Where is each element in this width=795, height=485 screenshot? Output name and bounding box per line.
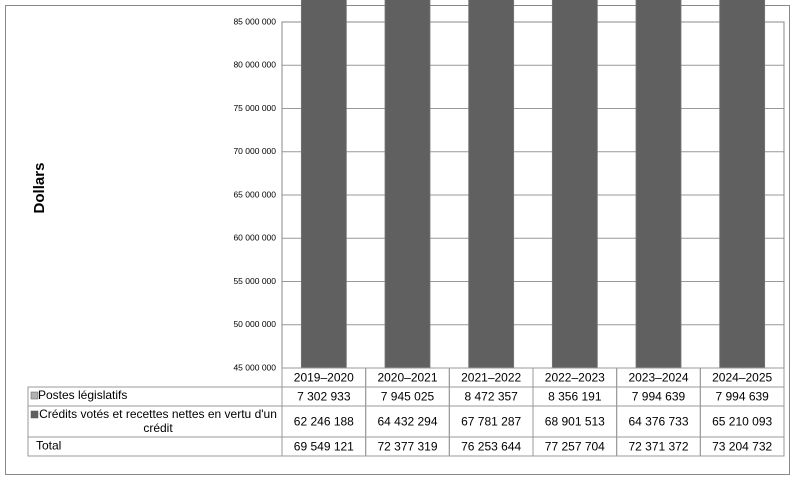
legend-swatch bbox=[30, 391, 39, 400]
y-tick-label: 60 000 000 bbox=[233, 233, 276, 243]
table-value: 67 781 287 bbox=[461, 415, 521, 429]
x-tick-label: 2021–2022 bbox=[461, 371, 521, 385]
table-cell bbox=[699, 436, 785, 457]
total-label: Total bbox=[36, 439, 61, 453]
total-value: 77 257 704 bbox=[545, 440, 605, 454]
x-tick-label: 2022–2023 bbox=[545, 371, 605, 385]
total-value: 72 377 319 bbox=[377, 440, 437, 454]
x-tick-label: 2024–2025 bbox=[712, 371, 772, 385]
table-value: 8 472 357 bbox=[464, 390, 518, 404]
y-tick-label: 50 000 000 bbox=[233, 319, 276, 329]
table-value: 62 246 188 bbox=[294, 415, 354, 429]
bar-segment bbox=[468, 0, 515, 369]
table-value: 64 376 733 bbox=[628, 415, 688, 429]
bar-segment bbox=[300, 0, 347, 369]
legend-label-box: Crédits votés et recettes nettes en vert… bbox=[39, 407, 277, 435]
total-value: 73 204 732 bbox=[712, 440, 772, 454]
y-axis-label: Dollars bbox=[31, 163, 48, 214]
bar-segment bbox=[384, 0, 431, 369]
table-value: 7 994 639 bbox=[715, 390, 769, 404]
table-value: 64 432 294 bbox=[377, 415, 437, 429]
legend-label: Postes législatifs bbox=[38, 388, 128, 402]
total-value: 72 371 372 bbox=[628, 440, 688, 454]
legend-label-box: Postes législatifs bbox=[38, 388, 128, 402]
bar-segment bbox=[635, 0, 682, 369]
y-tick-label: 70 000 000 bbox=[233, 146, 276, 156]
x-tick-label: 2019–2020 bbox=[294, 371, 354, 385]
table-value: 65 210 093 bbox=[712, 415, 772, 429]
bar-segment bbox=[551, 0, 598, 369]
y-tick-label: 75 000 000 bbox=[233, 103, 276, 113]
y-tick-label: 80 000 000 bbox=[233, 60, 276, 70]
y-tick-label: 65 000 000 bbox=[233, 189, 276, 199]
x-tick-label: 2020–2021 bbox=[377, 371, 437, 385]
bar-segment bbox=[719, 0, 766, 369]
table-value: 68 901 513 bbox=[545, 415, 605, 429]
y-tick-label: 55 000 000 bbox=[233, 276, 276, 286]
table-value: 7 994 639 bbox=[632, 390, 686, 404]
legend-swatch bbox=[30, 410, 39, 419]
y-tick-label: 85 000 000 bbox=[233, 16, 276, 26]
legend-label: Crédits votés et recettes nettes en vert… bbox=[39, 407, 277, 435]
table-value: 7 302 933 bbox=[297, 390, 351, 404]
table-value: 8 356 191 bbox=[548, 390, 602, 404]
total-value: 69 549 121 bbox=[294, 440, 354, 454]
table-value: 7 945 025 bbox=[381, 390, 435, 404]
total-value: 76 253 644 bbox=[461, 440, 521, 454]
x-tick-label: 2023–2024 bbox=[628, 371, 688, 385]
y-tick-label: 45 000 000 bbox=[233, 362, 276, 372]
